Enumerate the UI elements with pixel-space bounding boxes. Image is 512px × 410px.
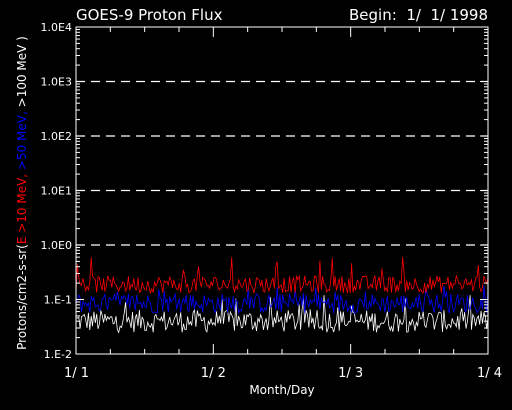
begin-date-label: Begin: 1/ 1/ 1998: [349, 6, 488, 24]
x-tick-label-3: 1/ 4: [477, 366, 502, 381]
data-series: [75, 257, 489, 334]
y-tick-label-4: 1.0E2: [41, 130, 72, 143]
series-line-0: [75, 257, 489, 295]
x-tick-label-2: 1/ 3: [338, 366, 363, 381]
y-tick-label-3: 1.0E1: [41, 185, 72, 198]
grid-lines: [76, 80, 488, 246]
y-axis-label-part-2: >50 MeV,: [15, 107, 29, 170]
y-axis-label-part-0: Protons/cm2-s-sr(: [15, 244, 29, 350]
series-line-1: [75, 285, 489, 315]
y-tick-label-2: 1.0E0: [41, 239, 72, 252]
x-tick-label-0: 1/ 1: [64, 366, 89, 381]
chart-title: GOES-9 Proton Flux: [76, 6, 223, 24]
y-axis-ticks: 1.E-2 1.E-1 1.0E0 1.0E1 1.0E2 1.0E3 1.0E4: [41, 21, 488, 361]
y-tick-label-0: 1.E-2: [44, 348, 72, 361]
y-axis-label-part-3: >100 MeV ): [15, 36, 29, 107]
x-tick-label-1: 1/ 2: [201, 366, 226, 381]
x-axis-label: Month/Day: [249, 383, 314, 397]
x-axis-ticks: 1/ 1 1/ 2 1/ 3 1/ 4: [64, 27, 502, 381]
y-tick-label-6: 1.0E4: [41, 21, 72, 34]
series-line-2: [75, 295, 489, 334]
y-axis-label: Protons/cm2-s-sr(E >10 MeV, >50 MeV, >10…: [15, 36, 29, 350]
y-axis-label-part-1: E >10 MeV,: [15, 170, 29, 244]
y-tick-label-1: 1.E-1: [44, 294, 72, 307]
y-tick-label-5: 1.0E3: [41, 76, 72, 89]
